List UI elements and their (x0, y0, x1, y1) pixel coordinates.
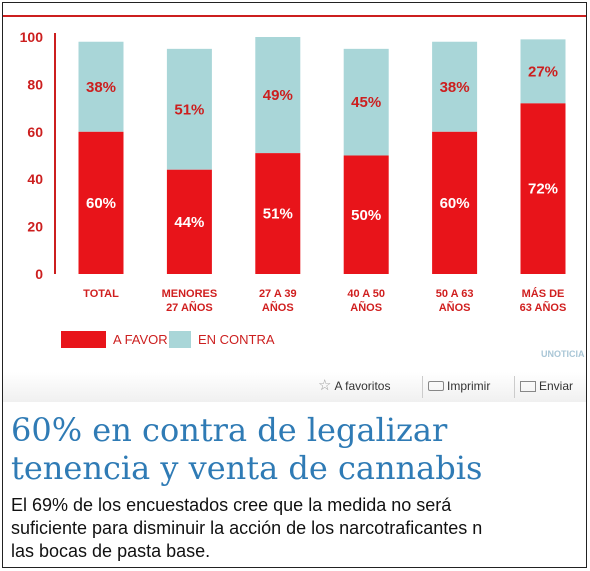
headline-line-2: tenencia y venta de cannabis (11, 449, 483, 487)
x-tick-label: 27 AÑOS (166, 301, 213, 314)
x-tick-label: 50 A 63 (436, 288, 474, 300)
x-tick-label: 40 A 50 (347, 288, 385, 300)
toolbar-divider (514, 376, 515, 398)
bar-a-favor (343, 155, 389, 274)
bar-en-contra (520, 39, 566, 104)
bar-a-favor (255, 153, 301, 274)
y-tick-label: 20 (27, 219, 43, 235)
bar-a-favor (520, 103, 566, 274)
x-tick-label: AÑOS (350, 301, 382, 314)
add-favorites-button[interactable]: ☆ A favoritos (318, 376, 390, 396)
top-rule (3, 15, 586, 17)
data-label-en-contra: 38% (440, 79, 470, 96)
data-label-a-favor: 72% (528, 181, 558, 198)
article-lead: El 69% de los encuestados cree que la me… (11, 494, 586, 563)
bar-en-contra (255, 37, 301, 154)
y-tick-label: 60 (27, 124, 43, 140)
bar-en-contra (78, 41, 124, 132)
y-tick-label: 0 (35, 266, 43, 282)
lead-line-2: suficiente para disminuir la acción de l… (11, 518, 483, 538)
legend-swatch-a-favor (61, 331, 106, 348)
print-button[interactable]: Imprimir (422, 376, 491, 398)
data-label-en-contra: 38% (86, 79, 116, 96)
x-tick-label: TOTAL (83, 288, 119, 300)
print-label: Imprimir (447, 379, 491, 393)
bar-en-contra (343, 48, 389, 156)
x-tick-label: 63 AÑOS (520, 301, 567, 314)
headline-line-1: 60% en contra de legalizar (11, 411, 448, 449)
data-label-a-favor: 50% (351, 207, 381, 224)
legend-label-a-favor: A FAVOR (113, 332, 168, 347)
data-label-en-contra: 45% (351, 94, 381, 111)
send-button[interactable]: Enviar (514, 376, 574, 398)
data-label-a-favor: 60% (440, 195, 470, 212)
y-tick-label: 80 (27, 76, 43, 92)
legend-label-en-contra: EN CONTRA (198, 332, 275, 347)
lead-line-1: El 69% de los encuestados cree que la me… (11, 495, 452, 515)
lead-line-3: las bocas de pasta base. (11, 541, 211, 561)
article-headline[interactable]: 60% en contra de legalizar tenencia y ve… (11, 411, 586, 487)
y-tick-label: 100 (20, 29, 44, 45)
bar-en-contra (166, 48, 212, 170)
data-label-a-favor: 44% (174, 214, 204, 231)
data-label-en-contra: 51% (174, 101, 204, 118)
source-label: UNOTICIA (541, 349, 585, 357)
data-label-en-contra: 49% (263, 87, 293, 104)
data-label-a-favor: 60% (86, 195, 116, 212)
printer-icon (428, 381, 444, 391)
x-tick-label: MENORES (162, 288, 218, 300)
y-tick-label: 40 (27, 171, 43, 187)
bar-en-contra (432, 41, 478, 132)
add-favorites-label: A favoritos (334, 379, 391, 393)
bar-a-favor (166, 169, 212, 274)
bar-a-favor (78, 131, 124, 274)
x-tick-label: AÑOS (439, 301, 471, 314)
bar-a-favor (432, 131, 478, 274)
x-tick-label: MÁS DE (522, 287, 565, 300)
send-label: Enviar (539, 379, 574, 393)
x-tick-label: 27 A 39 (259, 288, 297, 300)
star-icon: ☆ (318, 377, 332, 394)
data-label-a-favor: 51% (263, 206, 293, 223)
x-tick-label: AÑOS (262, 301, 294, 314)
legend-swatch-en-contra (169, 331, 191, 348)
envelope-icon (520, 380, 536, 392)
toolbar-divider (422, 376, 423, 398)
article-toolbar: ☆ A favoritos Imprimir Enviar (3, 372, 586, 402)
data-label-en-contra: 27% (528, 63, 558, 80)
